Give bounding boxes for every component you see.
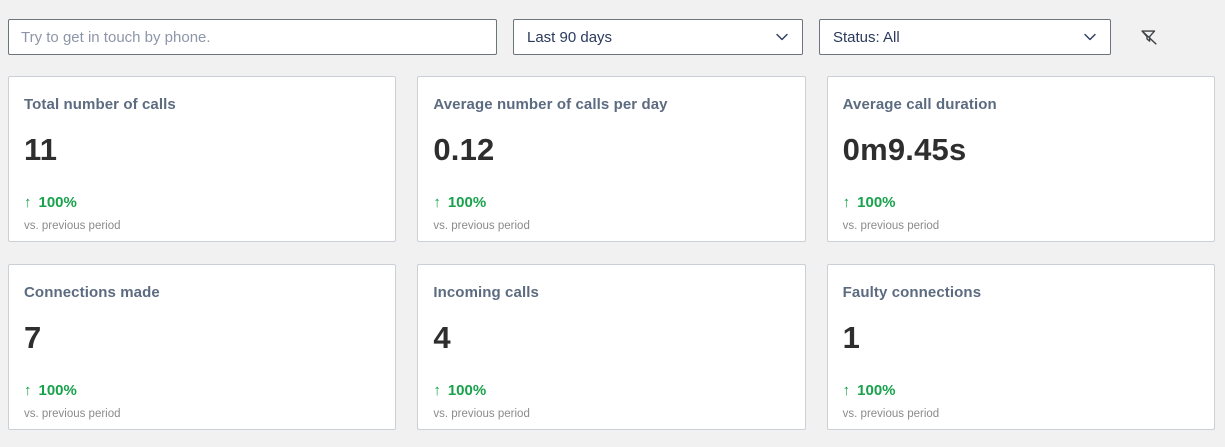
comparison-label: vs. previous period: [24, 220, 121, 232]
chevron-down-icon: [774, 29, 790, 45]
card-change: ↑ 100%: [24, 194, 379, 211]
comparison-label: vs. previous period: [842, 408, 940, 420]
change-percent: 100%: [857, 382, 896, 399]
card-title: Incoming calls: [433, 284, 539, 301]
card-value: 0m9.45s: [842, 132, 967, 167]
search-input[interactable]: [8, 19, 497, 55]
trend-up-icon: ↑: [842, 194, 851, 211]
card-value: 4: [433, 320, 451, 355]
change-percent: 100%: [447, 194, 487, 211]
change-percent: 100%: [38, 194, 77, 211]
filter-off-icon: [1138, 26, 1160, 48]
status-select[interactable]: Status: All: [819, 19, 1111, 55]
card-change: ↑ 100%: [843, 194, 1198, 211]
card-value: 7: [24, 320, 42, 355]
card-value: 1: [842, 320, 861, 355]
stat-card-total-calls: Total number of calls 11 ↑ 100% vs. prev…: [8, 76, 397, 242]
card-title: Connections made: [24, 284, 160, 301]
trend-up-icon: ↑: [433, 382, 441, 399]
trend-up-icon: ↑: [842, 382, 851, 399]
stat-card-incoming-calls: Incoming calls 4 ↑ 100% vs. previous per…: [417, 264, 806, 430]
comparison-label: vs. previous period: [842, 220, 940, 232]
card-value: 11: [24, 132, 58, 167]
change-percent: 100%: [38, 382, 77, 399]
trend-up-icon: ↑: [24, 194, 32, 211]
date-range-value: Last 90 days: [527, 28, 613, 46]
card-title: Faulty connections: [842, 284, 982, 301]
trend-up-icon: ↑: [433, 194, 441, 211]
card-change: ↑ 100%: [24, 382, 379, 399]
card-title: Total number of calls: [24, 96, 176, 113]
stat-card-avg-call-duration: Average call duration 0m9.45s ↑ 100% vs.…: [826, 76, 1215, 242]
comparison-label: vs. previous period: [24, 408, 121, 420]
card-value: 0.12: [433, 132, 495, 167]
filter-bar: Last 90 days Status: All: [0, 0, 1225, 55]
stat-card-connections-made: Connections made 7 ↑ 100% vs. previous p…: [8, 264, 397, 430]
stat-card-avg-calls-per-day: Average number of calls per day 0.12 ↑ 1…: [417, 76, 806, 242]
comparison-label: vs. previous period: [433, 220, 530, 232]
comparison-label: vs. previous period: [433, 408, 530, 420]
trend-up-icon: ↑: [24, 382, 32, 399]
card-title: Average number of calls per day: [433, 96, 668, 113]
card-change: ↑ 100%: [843, 382, 1198, 399]
change-percent: 100%: [447, 382, 487, 399]
stat-card-faulty-connections: Faulty connections 1 ↑ 100% vs. previous…: [826, 264, 1215, 430]
chevron-down-icon: [1082, 29, 1098, 45]
date-range-select[interactable]: Last 90 days: [513, 19, 803, 55]
card-title: Average call duration: [842, 96, 997, 113]
change-percent: 100%: [857, 194, 896, 211]
stats-cards-grid: Total number of calls 11 ↑ 100% vs. prev…: [0, 55, 1225, 430]
card-change: ↑ 100%: [433, 382, 788, 399]
clear-filters-button[interactable]: [1135, 23, 1163, 51]
status-value: Status: All: [833, 28, 900, 46]
card-change: ↑ 100%: [433, 194, 788, 211]
